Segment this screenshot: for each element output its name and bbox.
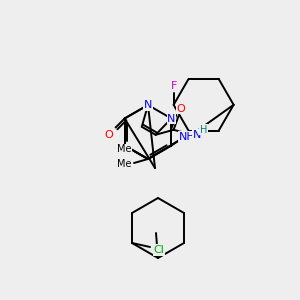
Text: Cl: Cl <box>154 245 164 255</box>
Text: N: N <box>167 113 176 124</box>
Text: Me: Me <box>117 144 131 154</box>
Text: F: F <box>170 81 177 91</box>
Text: N: N <box>144 100 152 110</box>
Text: N: N <box>192 130 201 140</box>
Text: H: H <box>200 125 207 135</box>
Text: Me: Me <box>117 159 131 169</box>
Text: O: O <box>176 104 185 114</box>
Text: NH: NH <box>179 131 196 142</box>
Text: O: O <box>104 130 113 140</box>
